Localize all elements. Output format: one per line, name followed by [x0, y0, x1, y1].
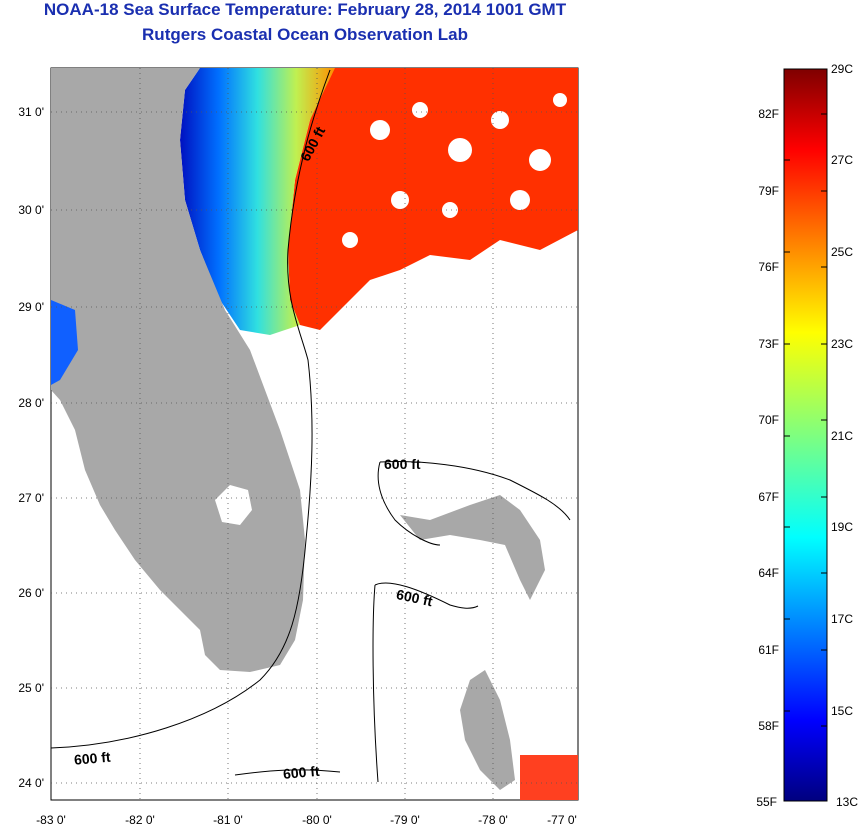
contour-label: 600 ft — [73, 749, 111, 768]
colorbar — [783, 68, 828, 802]
lat-tick-label: 29 0' — [18, 300, 44, 314]
celsius-label: 15C — [831, 704, 853, 718]
contour-label: 600 ft — [395, 586, 434, 609]
colorbar-ticks — [784, 113, 827, 727]
lake-okeechobee — [215, 485, 252, 525]
lon-tick-label: -82 0' — [125, 813, 155, 827]
fahrenheit-label: 58F — [758, 719, 779, 733]
gulf-cool-water — [51, 300, 78, 385]
fahrenheit-label: 76F — [758, 260, 779, 274]
fahrenheit-label: 61F — [758, 643, 779, 657]
fahrenheit-label: 82F — [758, 107, 779, 121]
map-title: NOAA-18 Sea Surface Temperature: Februar… — [43, 0, 567, 19]
warm-patch — [520, 755, 578, 800]
lon-tick-label: -77 0' — [547, 813, 577, 827]
celsius-label: 19C — [831, 520, 853, 534]
colorbar-fahrenheit-labels: 82F 79F 76F 73F 70F 67F 64F 61F 58F 55F — [756, 107, 779, 809]
bahamas-land-north — [400, 495, 545, 600]
fahrenheit-label: 73F — [758, 337, 779, 351]
lat-tick-label: 24 0' — [18, 776, 44, 790]
lat-tick-label: 27 0' — [18, 491, 44, 505]
celsius-label: 17C — [831, 612, 853, 626]
fahrenheit-label: 67F — [758, 490, 779, 504]
lat-tick-label: 26 0' — [18, 586, 44, 600]
lat-tick-label: 28 0' — [18, 396, 44, 410]
celsius-label: 13C — [836, 795, 858, 809]
colorbar-celsius-labels: 29C 27C 25C 23C 21C 19C 17C 15C 13C — [831, 62, 858, 809]
lon-tick-label: -79 0' — [390, 813, 420, 827]
contour-label: 600 ft — [384, 456, 421, 472]
lat-tick-label: 25 0' — [18, 681, 44, 695]
fahrenheit-label: 70F — [758, 413, 779, 427]
contour-label: 600 ft — [282, 763, 320, 782]
fahrenheit-label: 55F — [756, 795, 777, 809]
celsius-label: 23C — [831, 337, 853, 351]
lon-tick-label: -78 0' — [478, 813, 508, 827]
celsius-label: 21C — [831, 429, 853, 443]
depth-contours — [51, 69, 571, 783]
fahrenheit-label: 79F — [758, 184, 779, 198]
lat-axis: 24 0' 25 0' 26 0' 27 0' 28 0' 29 0' 30 0… — [18, 105, 44, 790]
shelf-water — [180, 68, 335, 335]
celsius-label: 25C — [831, 245, 853, 259]
map-subtitle: Rutgers Coastal Ocean Observation Lab — [142, 25, 468, 44]
cloud-gaps — [342, 93, 567, 248]
lon-axis: -83 0' -82 0' -81 0' -80 0' -79 0' -78 0… — [36, 813, 577, 827]
lon-tick-label: -81 0' — [213, 813, 243, 827]
lon-tick-label: -80 0' — [302, 813, 332, 827]
lat-tick-label: 30 0' — [18, 203, 44, 217]
lon-tick-label: -83 0' — [36, 813, 66, 827]
grid — [51, 68, 578, 800]
bahamas-land-south — [460, 670, 515, 790]
fahrenheit-label: 64F — [758, 566, 779, 580]
lat-tick-label: 31 0' — [18, 105, 44, 119]
gulf-stream-warm-water — [288, 68, 578, 330]
celsius-label: 29C — [831, 62, 853, 76]
celsius-label: 27C — [831, 153, 853, 167]
